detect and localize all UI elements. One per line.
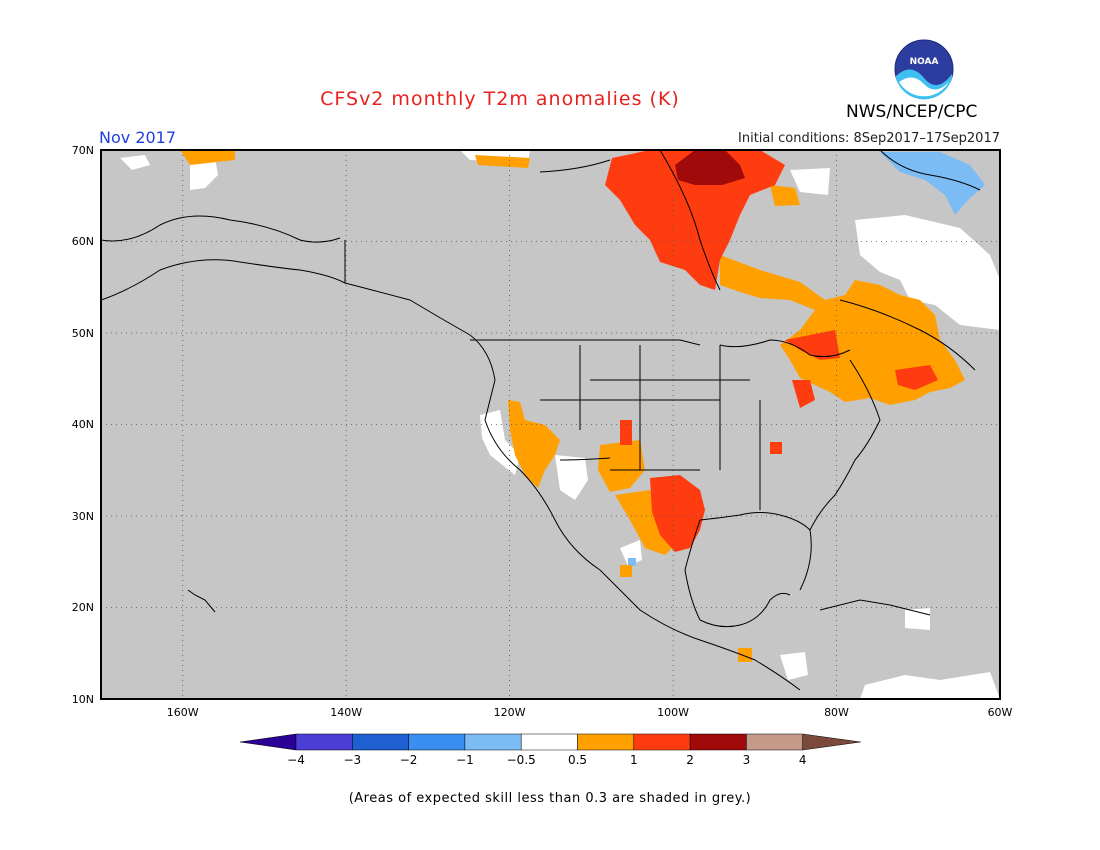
legend-swatch: [746, 733, 803, 751]
legend-tick-label: −3: [343, 753, 361, 767]
lon-label-60w: 60W: [988, 706, 1013, 719]
lon-label-120w: 120W: [494, 706, 526, 719]
lat-label-30n: 30N: [72, 510, 94, 523]
lon-label-160w: 160W: [167, 706, 199, 719]
legend-swatch: [633, 733, 691, 751]
legend-tick-label: −4: [287, 753, 305, 767]
map-title: CFSv2 monthly T2m anomalies (K): [320, 88, 680, 110]
legend-arrow-high: [802, 733, 861, 751]
logo-text: NOAA: [910, 57, 939, 67]
legend-swatch: [464, 733, 522, 751]
lat-label-10n: 10N: [72, 693, 94, 706]
legend-tick-label: 2: [686, 753, 694, 767]
legend-tick-label: 3: [743, 753, 751, 767]
legend-swatch: [352, 733, 409, 751]
agency-label: NWS/NCEP/CPC: [846, 102, 978, 122]
lat-label-40n: 40N: [72, 418, 94, 431]
anomaly-dark-red-areas: [675, 150, 745, 185]
color-legend: −4 −3 −2 −1 −0.5 0.5 1 2 3 4: [239, 733, 861, 767]
lat-label-20n: 20N: [72, 601, 94, 614]
anomaly-red-areas: [605, 150, 938, 552]
skill-footnote: (Areas of expected skill less than 0.3 a…: [348, 791, 752, 806]
lat-label-60n: 60N: [72, 235, 94, 248]
anomaly-orange-areas: [180, 150, 965, 662]
legend-tick-label: 0.5: [568, 753, 587, 767]
legend-swatch: [408, 733, 466, 751]
legend-tick-label: 1: [630, 753, 638, 767]
noaa-logo: NOAA: [894, 39, 954, 100]
coastlines: [101, 150, 981, 691]
legend-swatch: [577, 733, 635, 751]
lon-label-140w: 140W: [330, 706, 362, 719]
legend-swatch: [520, 733, 578, 751]
valid-month: Nov 2017: [99, 128, 177, 147]
initial-conditions: Initial conditions: 8Sep2017–17Sep2017: [738, 131, 1000, 146]
legend-swatch: [295, 733, 353, 751]
legend-tick-label: −2: [400, 753, 418, 767]
legend-tick-label: −0.5: [507, 753, 536, 767]
no-skill-background: [101, 150, 1000, 699]
lat-label-50n: 50N: [72, 327, 94, 340]
legend-arrow-low: [239, 733, 297, 751]
legend-tick-label: −1: [456, 753, 474, 767]
legend-swatch: [689, 733, 747, 751]
lon-label-100w: 100W: [657, 706, 689, 719]
legend-tick-label: 4: [799, 753, 807, 767]
lat-label-70n: 70N: [72, 144, 94, 157]
lon-label-80w: 80W: [824, 706, 849, 719]
map-frame: [100, 149, 1001, 700]
